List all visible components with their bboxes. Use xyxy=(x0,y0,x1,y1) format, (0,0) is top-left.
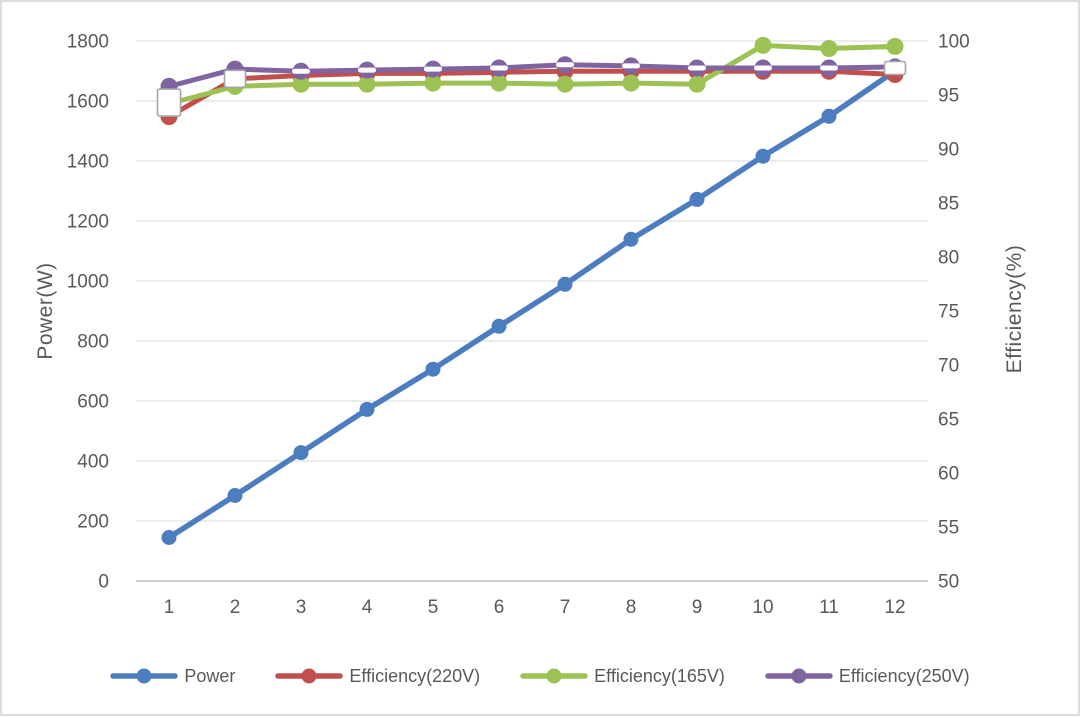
right-axis-tick-label: 65 xyxy=(938,410,959,431)
legend-swatch-icon xyxy=(765,668,833,684)
legend-swatch-icon xyxy=(275,668,344,684)
x-axis-tick-label: 6 xyxy=(494,597,505,618)
legend-item-Efficiency(165V): Efficiency(165V) xyxy=(520,666,725,687)
left-axis-tick-label: 400 xyxy=(77,452,109,473)
open-square-marker xyxy=(223,69,247,89)
left-axis-tick-label: 200 xyxy=(77,512,109,533)
x-axis-tick-label: 3 xyxy=(296,597,307,618)
marker-dash xyxy=(358,67,376,73)
marker-dash xyxy=(556,62,574,68)
x-axis-tick-label: 5 xyxy=(428,597,439,618)
x-axis-tick-label: 1 xyxy=(164,597,175,618)
left-axis-tick-label: 1200 xyxy=(67,212,109,233)
right-axis-tick-label: 80 xyxy=(938,248,959,269)
data-point-Efficiency(165V) xyxy=(622,74,640,92)
open-square-marker xyxy=(883,60,907,76)
data-point-Power xyxy=(227,488,243,503)
right-axis-tick-label: 100 xyxy=(938,32,970,53)
data-point-Efficiency(165V) xyxy=(292,75,310,93)
data-point-Efficiency(165V) xyxy=(490,74,508,92)
x-axis-tick-label: 8 xyxy=(626,597,637,618)
left-axis-tick-label: 600 xyxy=(77,392,109,413)
left-axis-title: Power(W) xyxy=(34,262,57,360)
data-point-Power xyxy=(491,318,507,334)
right-axis-tick-label: 85 xyxy=(938,194,959,215)
x-axis-tick-label: 2 xyxy=(230,597,241,618)
left-axis-tick-label: 1400 xyxy=(67,152,109,173)
data-point-Power xyxy=(755,148,771,164)
right-axis-tick-label: 75 xyxy=(938,302,959,323)
data-point-Efficiency(165V) xyxy=(358,75,376,93)
series-line-Efficiency(250V) xyxy=(166,62,898,89)
right-axis-tick-label: 50 xyxy=(938,572,959,593)
data-point-Efficiency(165V) xyxy=(424,74,442,92)
right-axis-title: Efficiency(%) xyxy=(1003,244,1026,374)
x-axis-tick-label: 4 xyxy=(362,597,373,618)
data-point-Power xyxy=(359,401,375,417)
legend-item-Power: Power xyxy=(110,666,235,687)
x-axis-tick-label: 12 xyxy=(884,597,905,618)
left-axis-tick-label: 0 xyxy=(98,572,109,593)
legend-item-Efficiency(220V): Efficiency(220V) xyxy=(275,666,480,687)
left-axis-tick-label: 800 xyxy=(77,332,109,353)
data-point-Power xyxy=(425,361,441,377)
marker-dash xyxy=(754,65,772,71)
data-point-Efficiency(165V) xyxy=(556,75,574,93)
right-axis-tick-label: 90 xyxy=(938,140,959,161)
data-point-Efficiency(165V) xyxy=(820,40,838,58)
right-axis-tick-label: 70 xyxy=(938,356,959,377)
series-line-Efficiency(220V) xyxy=(166,68,898,120)
data-point-Power xyxy=(821,108,837,124)
data-point-Power xyxy=(293,445,309,461)
legend: Power Efficiency(220V) Efficiency(165V) Eff… xyxy=(2,654,1078,698)
open-square-marker xyxy=(156,88,182,117)
data-point-Power xyxy=(689,191,705,207)
legend-label: Power xyxy=(184,665,236,686)
x-axis-tick-label: 9 xyxy=(692,597,703,618)
data-point-Power xyxy=(623,231,639,247)
data-point-Efficiency(165V) xyxy=(886,37,904,55)
left-axis-tick-label: 1600 xyxy=(67,92,109,113)
x-axis-tick-label: 11 xyxy=(819,597,839,618)
legend-label: Efficiency(220V) xyxy=(349,665,481,686)
right-axis-tick-label: 60 xyxy=(938,464,959,485)
legend-label: Efficiency(250V) xyxy=(838,665,970,686)
data-point-Efficiency(165V) xyxy=(688,75,706,93)
right-axis-tick-label: 95 xyxy=(938,86,959,107)
marker-dash xyxy=(622,63,640,69)
marker-dash xyxy=(292,68,310,74)
left-axis-tick-label: 1000 xyxy=(67,272,109,293)
data-point-Power xyxy=(161,530,177,545)
marker-dash xyxy=(424,66,442,72)
data-point-Efficiency(165V) xyxy=(754,36,772,54)
legend-label: Efficiency(165V) xyxy=(594,665,725,686)
series-line-Efficiency(165V) xyxy=(166,42,898,107)
marker-dash xyxy=(490,65,508,71)
marker-dash xyxy=(820,65,838,71)
legend-swatch-icon xyxy=(110,668,179,684)
x-axis-tick-label: 7 xyxy=(560,597,571,618)
legend-swatch-icon xyxy=(520,668,588,684)
right-axis-tick-label: 55 xyxy=(938,518,959,539)
data-point-Power xyxy=(557,276,573,292)
marker-dash xyxy=(688,65,706,71)
left-axis-tick-label: 1800 xyxy=(67,32,109,53)
legend-item-Efficiency(250V): Efficiency(250V) xyxy=(765,666,970,687)
x-axis-tick-label: 10 xyxy=(752,597,773,618)
series-line-Power xyxy=(166,68,898,541)
